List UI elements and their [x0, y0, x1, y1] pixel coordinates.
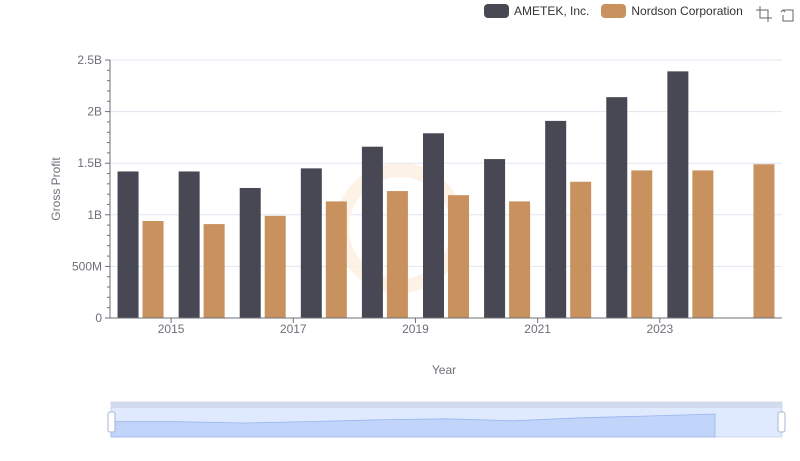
x-tick-label: 2017 [280, 322, 307, 336]
legend-item-nordson[interactable]: Nordson Corporation [601, 4, 743, 18]
legend-item-ametek[interactable]: AMETEK, Inc. [484, 4, 589, 18]
legend-label-nordson: Nordson Corporation [631, 4, 743, 18]
x-axis-tick-labels: 2015 2017 2019 2021 2023 [158, 322, 674, 336]
bar-nordson-2018 [386, 191, 408, 318]
slider-left-handle[interactable] [107, 411, 116, 433]
bar-ametek-2019 [423, 133, 444, 318]
axes [105, 59, 782, 323]
bar-nordson-2015 [203, 224, 225, 318]
bar-nordson-2024 [753, 164, 775, 318]
bar-ametek-2018 [361, 146, 383, 318]
zoom-slider[interactable] [107, 401, 786, 438]
zoom-icon[interactable] [756, 6, 772, 22]
y-tick-label: 0 [95, 311, 102, 325]
legend-swatch-ametek [484, 4, 509, 18]
bar-nordson-2017 [325, 201, 347, 318]
bar-ametek-2020 [484, 159, 506, 318]
bar-nordson-2020 [509, 201, 531, 318]
y-tick-label: 2.5B [77, 53, 102, 67]
bar-ametek-2015 [178, 171, 200, 318]
bar-ametek-2021 [545, 120, 567, 318]
bar-nordson-2022 [631, 170, 653, 318]
y-tick-label: 1.5B [77, 156, 102, 170]
slider-right-handle[interactable] [777, 411, 786, 433]
y-axis-label: Gross Profit [49, 157, 63, 221]
legend-swatch-nordson [601, 4, 627, 18]
bar-nordson-2016 [264, 215, 286, 318]
x-axis-label: Year [432, 363, 456, 377]
y-axis-tick-labels: 0 500M 1B 1.5B 2B 2.5B [72, 53, 102, 325]
slider-top-bar[interactable] [111, 402, 782, 408]
bar-ametek-2016 [239, 187, 261, 318]
x-tick-label: 2019 [402, 322, 429, 336]
x-tick-label: 2023 [646, 322, 673, 336]
bar-nordson-2019 [448, 195, 469, 318]
y-tick-label: 2B [87, 105, 102, 119]
legend-label-ametek: AMETEK, Inc. [514, 4, 590, 18]
restore-icon[interactable] [780, 6, 796, 22]
bar-nordson-2023 [692, 170, 714, 318]
bars [117, 71, 775, 319]
slider-preview-area [110, 413, 716, 438]
bar-ametek-2014 [117, 171, 139, 318]
legend: AMETEK, Inc. Nordson Corporation [484, 4, 755, 18]
bar-nordson-2014 [142, 220, 164, 318]
bar-nordson-2021 [570, 181, 592, 318]
bar-ametek-2022 [606, 97, 628, 318]
y-tick-label: 1B [87, 208, 102, 222]
bar-ametek-2017 [300, 168, 322, 318]
toolbox [748, 6, 796, 22]
slider-selection[interactable] [111, 408, 782, 437]
y-tick-label: 500M [72, 259, 102, 273]
x-tick-label: 2015 [158, 322, 185, 336]
bar-ametek-2023 [667, 71, 689, 319]
x-tick-label: 2021 [524, 322, 551, 336]
